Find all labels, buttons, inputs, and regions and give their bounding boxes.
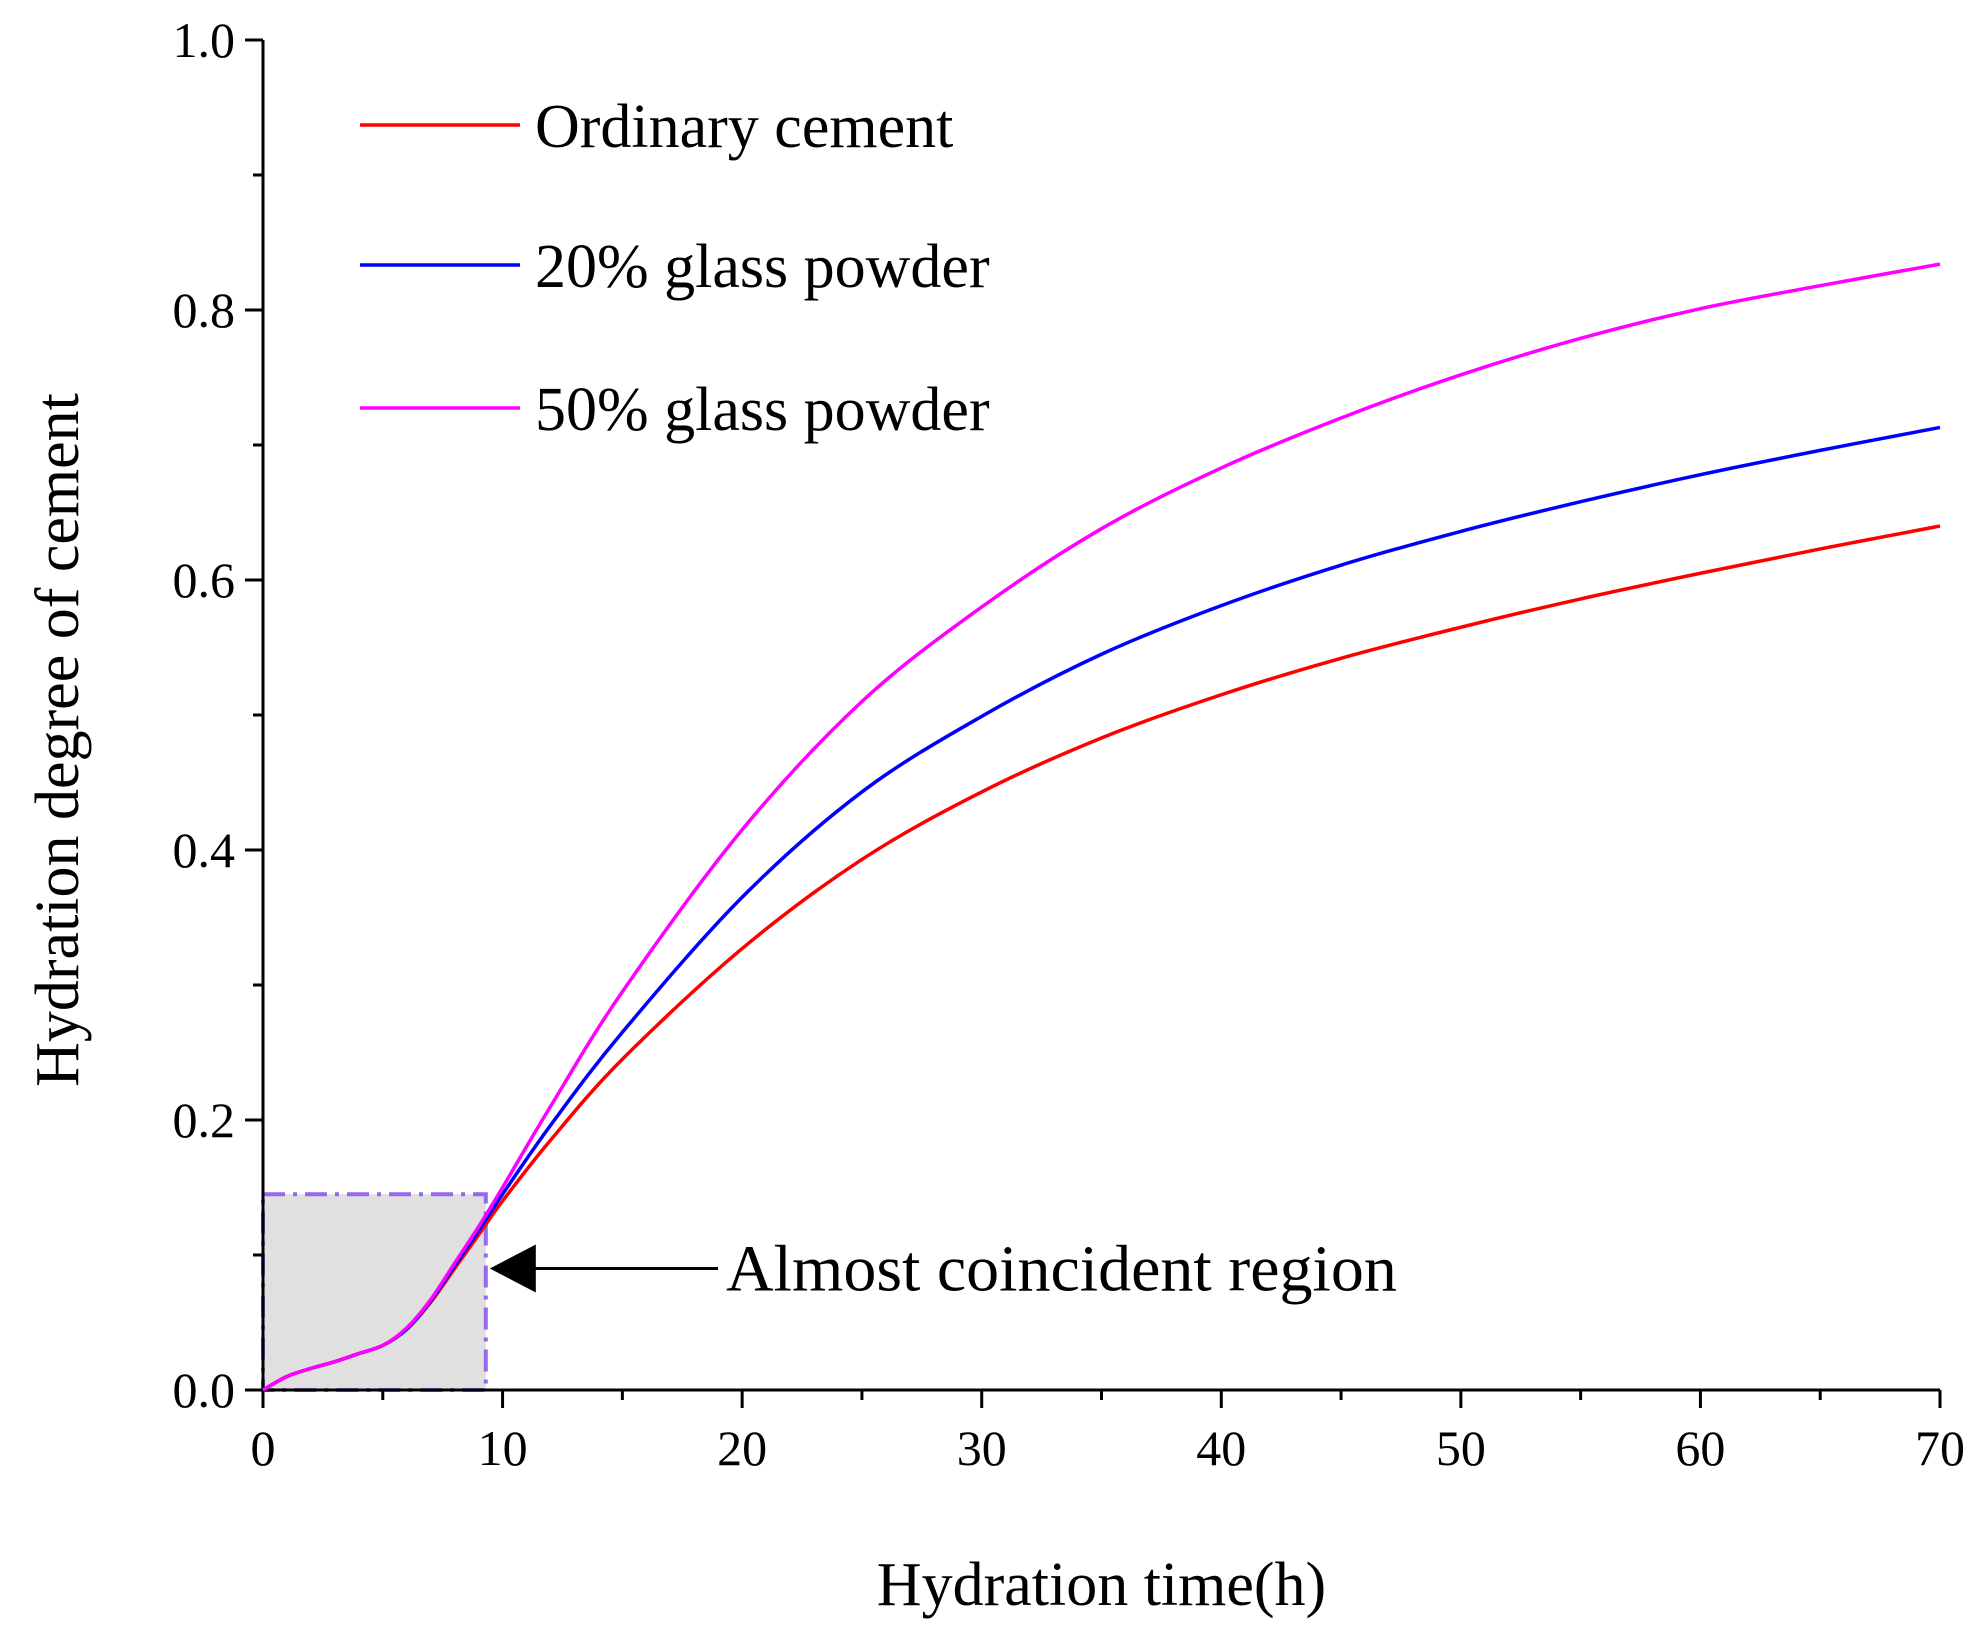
y-tick-label: 0.4 (173, 822, 236, 878)
y-tick-label: 0.0 (173, 1362, 236, 1418)
axes-layer: 0 10 20 30 40 50 60 70 0.0 0.2 0.4 0.6 0.8 1.0 (173, 12, 1966, 1476)
annotation-layer: Almost coincident region (261, 1192, 1397, 1392)
series-layer (262, 262, 1941, 1392)
x-tick-label: 30 (957, 1420, 1007, 1476)
legend-label-50pct-glass-powder: 50% glass powder (535, 376, 990, 444)
y-tick-label: 0.6 (173, 552, 236, 608)
x-tick-label: 10 (478, 1420, 528, 1476)
series-line-50pct-glass-powder (262, 262, 1941, 1392)
x-axis-title: Hydration time(h) (877, 1551, 1326, 1619)
annotation-arrow-head (489, 1244, 536, 1293)
x-tick-label: 20 (717, 1420, 767, 1476)
y-tick-label: 1.0 (173, 12, 236, 68)
label-layer: Hydration time(h) Hydration degree of cem… (24, 393, 1326, 1619)
x-tick-label: 0 (251, 1420, 276, 1476)
legend-label-20pct-glass-powder: 20% glass powder (535, 233, 990, 301)
x-tick-label: 60 (1675, 1420, 1725, 1476)
legend: Ordinary cement 20% glass powder 50% glass… (360, 93, 990, 444)
x-tick-label: 40 (1196, 1420, 1246, 1476)
x-tick-label: 70 (1915, 1420, 1965, 1476)
x-tick-label: 50 (1436, 1420, 1486, 1476)
legend-label-ordinary-cement: Ordinary cement (535, 93, 953, 161)
y-tick-label: 0.2 (173, 1092, 236, 1148)
y-axis-title: Hydration degree of cement (24, 393, 92, 1087)
coincident-region-box (261, 1192, 488, 1392)
y-tick-label: 0.8 (173, 282, 236, 338)
annotation-label: Almost coincident region (726, 1233, 1397, 1306)
